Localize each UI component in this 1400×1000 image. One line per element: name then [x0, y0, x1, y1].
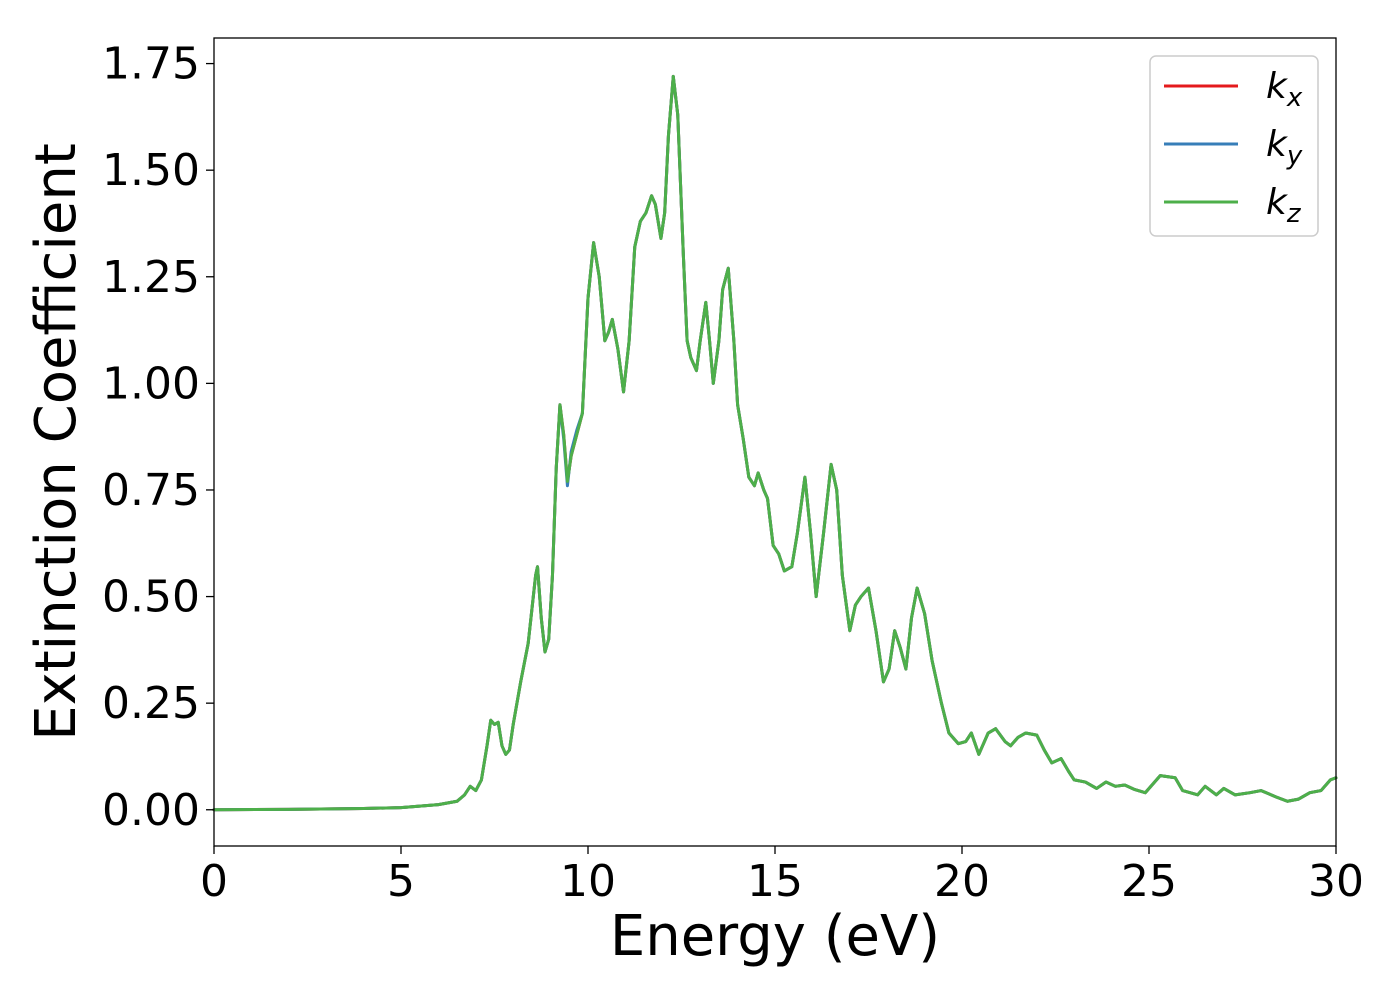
- y-tick-label: 1.75: [102, 39, 200, 90]
- legend-box: [1149, 55, 1319, 237]
- x-tick-label: 15: [747, 856, 803, 907]
- series-line-kz: [212, 74, 1338, 812]
- y-tick-label: 0.25: [102, 678, 200, 729]
- x-tick-label: 30: [1308, 856, 1364, 907]
- x-tick-label: 10: [560, 856, 616, 907]
- x-axis-label: Energy (eV): [610, 904, 940, 969]
- x-tick-label: 25: [1121, 856, 1177, 907]
- x-tick-label: 5: [387, 856, 415, 907]
- y-tick-label: 0.75: [102, 465, 200, 516]
- y-tick-label: 1.00: [102, 358, 200, 409]
- x-tick-label: 0: [200, 856, 228, 907]
- x-tick-label: 20: [934, 856, 990, 907]
- y-tick-label: 1.25: [102, 252, 200, 303]
- legend-label-kz: kz: [1266, 182, 1302, 229]
- y-tick-label: 1.50: [102, 145, 200, 196]
- legend: kx ky kz: [1149, 55, 1319, 237]
- legend-items: kx ky kz: [1164, 66, 1303, 229]
- legend-label-kx: kx: [1266, 66, 1303, 113]
- y-tick-label: 0.00: [102, 785, 200, 836]
- x-axis: 0 5 10 15 20 25 30: [200, 846, 1364, 907]
- y-tick-label: 0.50: [102, 572, 200, 623]
- y-axis: 0.00 0.25 0.50 0.75 1.00 1.25 1.50 1.75: [102, 39, 214, 836]
- y-axis-label: Extinction Coefficient: [24, 143, 89, 741]
- series-layer: [212, 74, 1338, 812]
- legend-label-ky: ky: [1266, 124, 1303, 171]
